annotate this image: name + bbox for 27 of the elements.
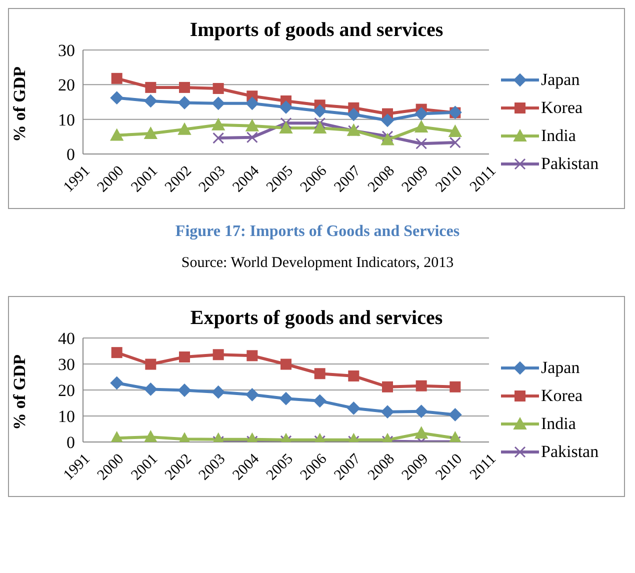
y-tick-label: 20 [58,76,75,95]
chart-title: Imports of goods and services [188,19,444,42]
x-tick-label: 1991 [60,451,94,484]
chart-title: Exports of goods and services [189,307,444,330]
y-tick-label: 40 [58,329,75,348]
legend-label: Pakistan [541,154,599,174]
y-tick-label: 10 [58,110,75,130]
legend-label: Pakistan [541,442,599,462]
y-tick-label: 30 [58,41,75,60]
x-tick-label: 2011 [467,451,500,484]
source-note: Source: World Development Indicators, 2013 [180,255,455,272]
y-tick-label: 0 [66,145,75,164]
y-tick-label: 0 [66,433,75,452]
y-axis-title: % of GDP [10,66,30,142]
y-tick-label: 10 [58,407,75,426]
legend-label: Korea [541,386,583,406]
y-tick-label: 30 [58,355,75,374]
y-axis-title: % of GDP [10,354,30,430]
legend-label: Japan [541,358,580,378]
legend-label: Korea [541,98,583,118]
legend-label: Japan [541,70,580,90]
legend-label: India [541,414,576,434]
caption: Figure 17: Imports of Goods and Services [174,223,461,241]
x-tick-label: 1991 [60,163,94,196]
x-tick-label: 2011 [467,163,500,196]
y-tick-label: 20 [58,381,75,400]
legend-label: India [541,126,576,146]
